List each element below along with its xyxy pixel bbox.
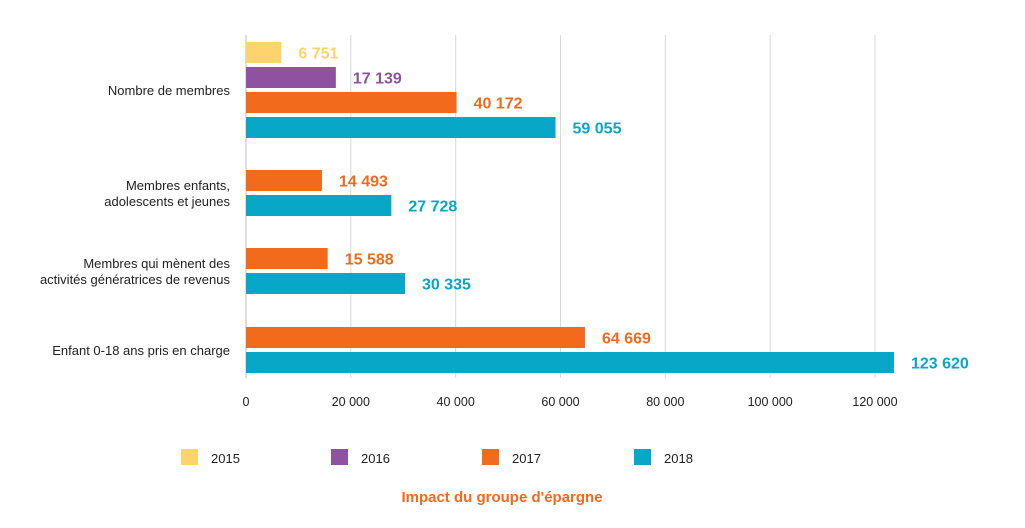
legend-label: 2017 xyxy=(512,451,541,466)
x-tick-label: 0 xyxy=(243,395,250,409)
bar-2016 xyxy=(246,67,336,88)
category-label: Enfant 0-18 ans pris en charge xyxy=(52,343,230,358)
bar-2018 xyxy=(246,352,894,373)
category-label: Nombre de membres xyxy=(108,83,231,98)
legend-swatch xyxy=(634,449,651,465)
x-tick-label: 100 000 xyxy=(748,395,793,409)
legend-item-2015: 2015 xyxy=(181,449,240,466)
data-label: 40 172 xyxy=(474,96,523,113)
x-tick-label: 120 000 xyxy=(852,395,897,409)
data-label: 59 055 xyxy=(573,121,622,138)
legend-label: 2016 xyxy=(361,451,390,466)
legend-item-2017: 2017 xyxy=(482,449,541,466)
bar-2018 xyxy=(246,117,556,138)
legend-label: 2015 xyxy=(211,451,240,466)
x-tick-label: 40 000 xyxy=(437,395,475,409)
bar-2017 xyxy=(246,170,322,191)
data-label: 14 493 xyxy=(339,174,388,191)
legend-label: 2018 xyxy=(664,451,693,466)
legend-swatch xyxy=(181,449,198,465)
legend-item-2016: 2016 xyxy=(331,449,390,466)
legend-swatch xyxy=(482,449,499,465)
bar-2017 xyxy=(246,92,457,113)
data-label: 15 588 xyxy=(345,252,394,269)
legend: 2015 2016 2017 2018 xyxy=(181,449,693,466)
bar-2018 xyxy=(246,273,406,294)
category-label: Membres qui mènent des activités génératr… xyxy=(40,256,231,287)
category-label: Membres enfants, adolescents et jeunes xyxy=(104,178,230,209)
chart-title: Impact du groupe d'épargne xyxy=(401,489,602,506)
bar-2017 xyxy=(246,248,328,269)
x-axis: 0 20 000 40 000 60 000 80 000 100 000 120 000 xyxy=(243,395,898,409)
data-label: 17 139 xyxy=(353,71,402,88)
bar-2015 xyxy=(246,42,282,63)
x-tick-label: 60 000 xyxy=(541,395,579,409)
legend-item-2018: 2018 xyxy=(634,449,693,466)
x-tick-label: 80 000 xyxy=(646,395,684,409)
bar-2017 xyxy=(246,327,585,348)
data-label: 123 620 xyxy=(911,356,969,373)
labels-layer: 6 751 17 139 40 172 59 055 Nombre de membres… xyxy=(40,46,969,373)
bars-layer xyxy=(246,42,894,373)
x-tick-label: 20 000 xyxy=(332,395,370,409)
data-label: 64 669 xyxy=(602,331,651,348)
data-label: 27 728 xyxy=(408,199,457,216)
bar-2018 xyxy=(246,195,392,216)
data-label: 30 335 xyxy=(422,277,471,294)
data-label: 6 751 xyxy=(298,46,338,63)
legend-swatch xyxy=(331,449,348,465)
